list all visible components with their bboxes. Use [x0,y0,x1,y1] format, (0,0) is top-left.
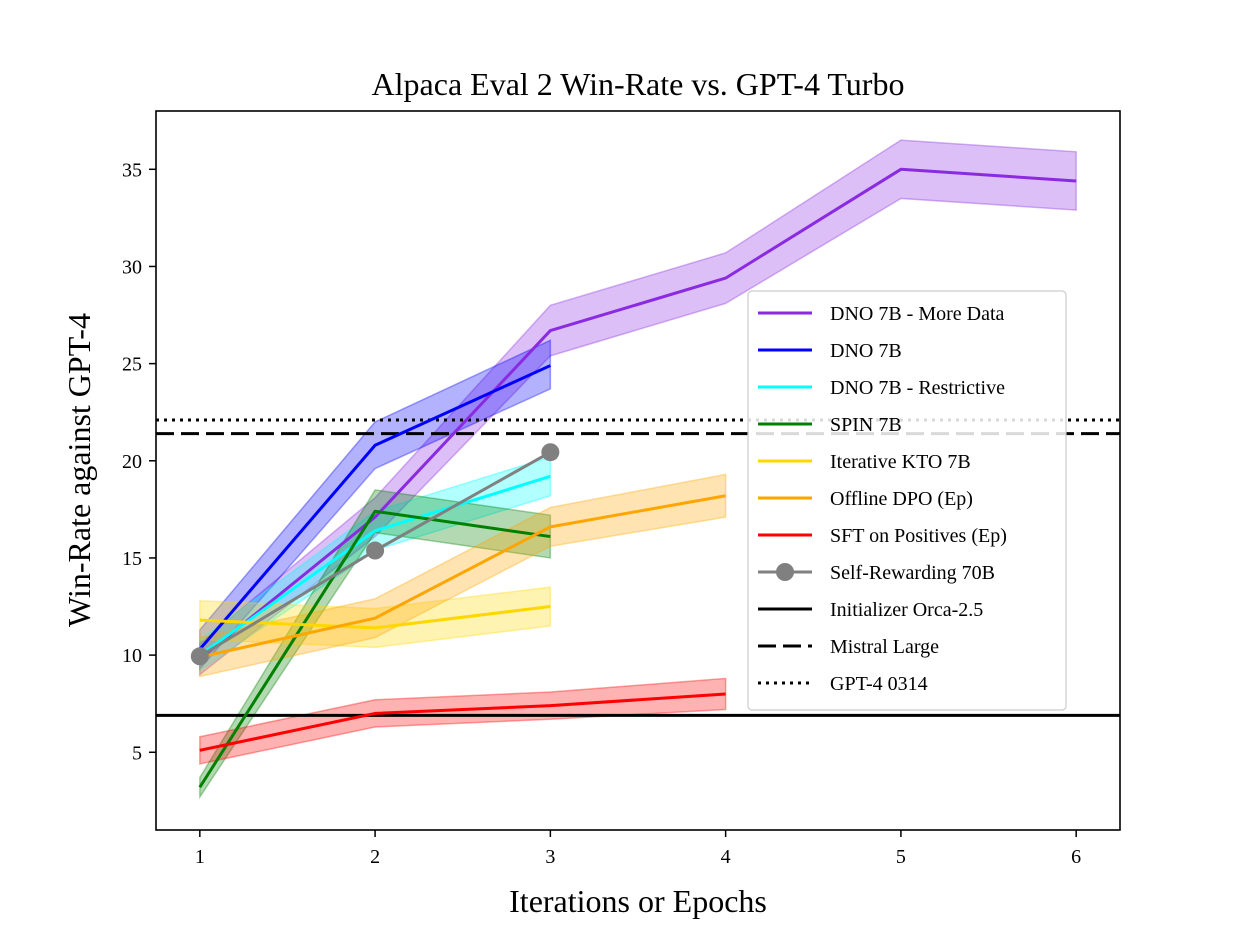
x-tick-label: 6 [1071,846,1081,868]
band-spin-7b [199,489,552,800]
legend-label-dno-7b-more-data: DNO 7B - More Data [830,303,1005,325]
legend-label-self-rewarding-70b: Self-Rewarding 70B [830,562,995,584]
series-line-dno-7b-more-data [198,167,1077,661]
legend-label-mistral-large: Mistral Large [830,636,939,658]
legend-label-sft-on-positives-ep: SFT on Positives (Ep) [830,525,1007,547]
x-axis-label: Iterations or Epochs [509,883,767,919]
legend-label-dno-7b-restrictive: DNO 7B - Restrictive [830,377,1005,399]
series-line-dno-7b [198,364,551,651]
legend-label-initializer-orca-2-5: Initializer Orca-2.5 [830,599,983,621]
plot-content [156,139,1120,800]
x-tick-label: 5 [896,846,906,868]
legend-label-gpt-4-0314: GPT-4 0314 [830,673,928,695]
y-tick-label: 25 [122,354,142,376]
x-tick-label: 1 [195,846,205,868]
y-axis-label: Win-Rate against GPT-4 [61,313,97,627]
series-point-self-rewarding-70b [366,541,385,560]
legend-label-dno-7b: DNO 7B [830,340,902,362]
y-tick-label: 30 [122,256,142,278]
series-point-self-rewarding-70b [541,443,560,462]
x-tick-label: 2 [370,846,380,868]
legend-label-offline-dpo-ep: Offline DPO (Ep) [830,488,973,510]
band-dno-7b-more-data [199,139,1077,677]
y-tick-label: 10 [122,645,142,667]
legend-marker-self-rewarding-70b [776,563,794,581]
series-line-sft-on-positives-ep [199,692,726,752]
y-tick-label: 15 [122,548,142,570]
y-tick-label: 5 [132,742,142,764]
series-line-dno-7b-restrictive [198,474,551,657]
x-tick-label: 4 [721,846,731,868]
series-point-self-rewarding-70b [190,647,209,666]
legend-frame [747,290,1067,711]
y-tick-label: 20 [122,451,142,473]
band-sft-on-positives-ep [199,677,727,765]
legend: DNO 7B - More Data DNO 7B DNO 7B - Restric… [747,290,1067,711]
legend-label-iterative-kto-7b: Iterative KTO 7B [830,451,971,473]
axes-frame [155,110,1121,831]
plot-area: 1 2 3 4 5 6 5 10 15 20 25 30 35 [122,110,1121,868]
chart-title: Alpaca Eval 2 Win-Rate vs. GPT-4 Turbo [372,66,905,102]
series-line-offline-dpo-ep [199,494,726,659]
x-tick-label: 3 [545,846,555,868]
y-tick-label: 35 [122,159,142,181]
legend-label-spin-7b: SPIN 7B [830,414,902,436]
series-line-spin-7b [198,509,551,789]
